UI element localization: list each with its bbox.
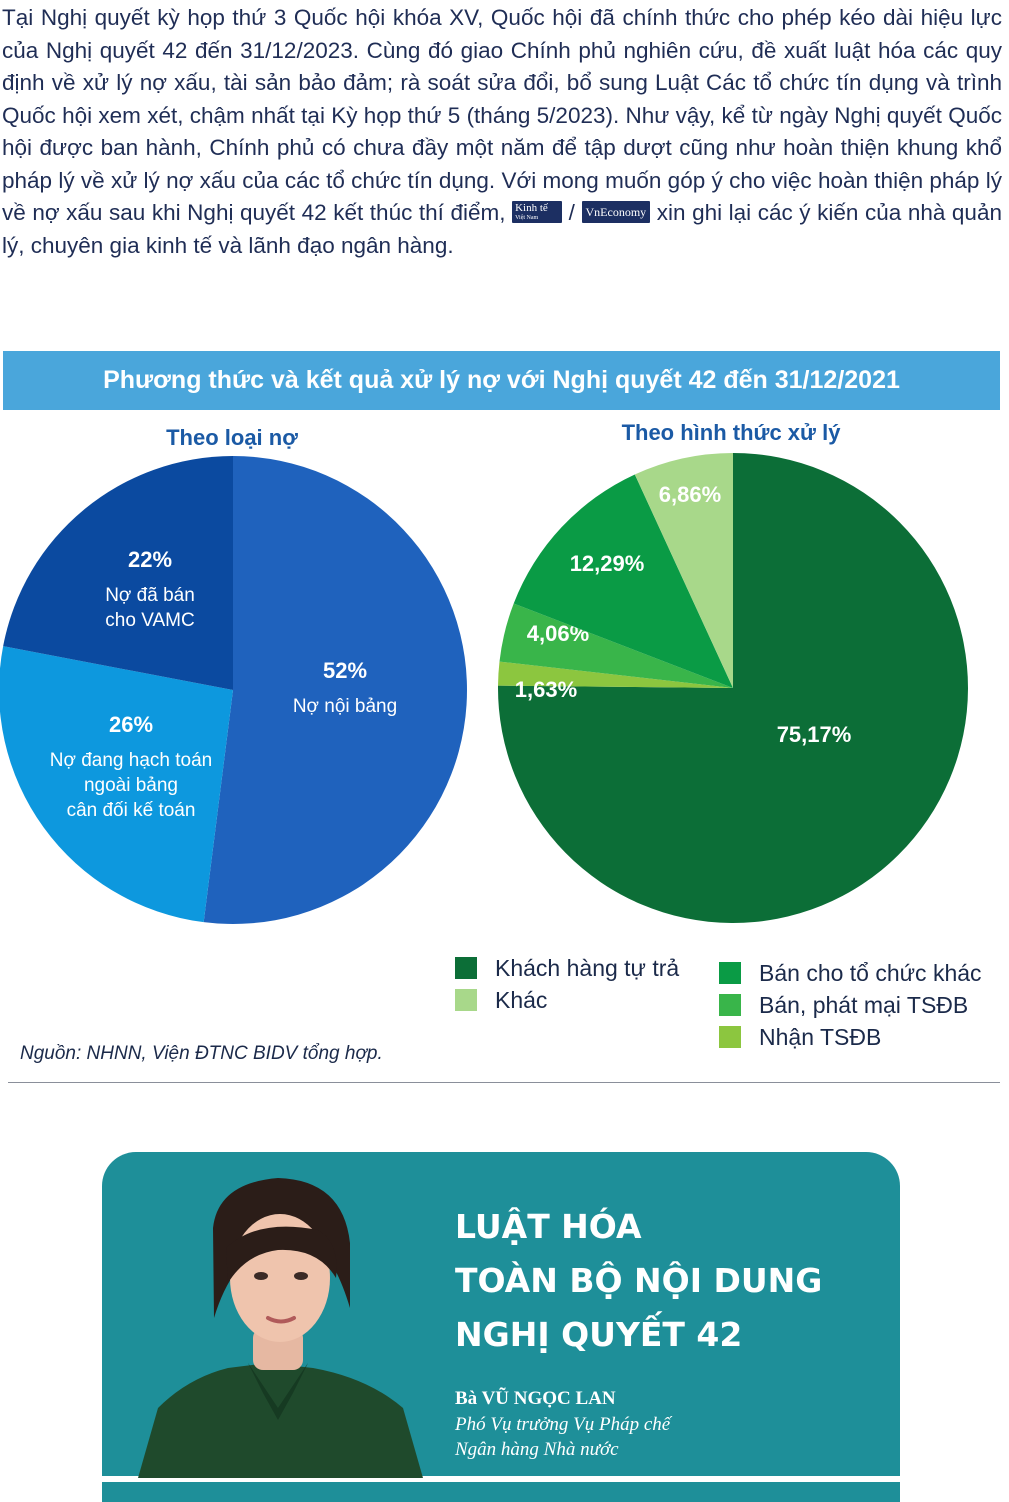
legend-label: Nhận TSĐB — [759, 1024, 882, 1050]
pie1-slice-percent: 52% — [323, 658, 367, 683]
kinh-te-logo-subtext: Việt Nam — [515, 215, 539, 222]
quote-headline: LUẬT HÓA TOÀN BỘ NỘI DUNG NGHỊ QUYẾT 42 — [455, 1200, 822, 1362]
pie1-slice-label: cho VAMC — [105, 610, 194, 631]
role-line: Phó Vụ trưởng Vụ Pháp chế — [455, 1414, 671, 1435]
portrait-image — [138, 1178, 423, 1478]
pie1-slice-percent: 26% — [109, 712, 153, 737]
pie-chart-handling-method: 75,17%1,63%4,06%12,29%6,86% — [498, 453, 968, 923]
pie2-slice-percent: 6,86% — [659, 482, 721, 507]
legend-label: Khách hàng tự trả — [495, 955, 680, 981]
pie2-slice-percent: 12,29% — [570, 551, 645, 576]
legend-item: Nhận TSĐB — [719, 1021, 982, 1053]
pie1-slice-label: Nợ nội bảng — [293, 696, 397, 717]
pie2-slice — [634, 453, 733, 688]
legend-column-2: Bán cho tổ chức khác Bán, phát mại TSĐB … — [719, 957, 982, 1053]
quote-card-gap — [102, 1476, 900, 1482]
pie1-slice-label: Nợ đã bán — [105, 585, 195, 606]
pie2-title: Theo hình thức xử lý — [621, 420, 841, 445]
legend-item: Bán cho tổ chức khác — [719, 957, 982, 989]
legend-item: Bán, phát mại TSĐB — [719, 989, 982, 1021]
pie2-slice-percent: 75,17% — [777, 722, 852, 747]
vneconomy-logo: VnEconomy — [581, 201, 651, 224]
pie2-slice-percent: 1,63% — [515, 677, 577, 702]
headline-line: NGHỊ QUYẾT 42 — [455, 1315, 743, 1354]
pie1-title: Theo loại nợ — [166, 425, 298, 450]
pie1-slice-label: ngoài bảng — [84, 775, 178, 796]
pie1-slice-percent: 22% — [128, 547, 172, 572]
intro-paragraph: Tại Nghị quyết kỳ họp thứ 3 Quốc hội khó… — [2, 2, 1002, 262]
legend-swatch — [455, 989, 477, 1011]
legend-label: Bán, phát mại TSĐB — [759, 992, 969, 1018]
pie2-slice — [498, 661, 733, 688]
kinh-te-logo: Kinh tế Việt Nam — [512, 201, 563, 224]
headline-line: LUẬT HÓA — [455, 1207, 642, 1246]
legend-swatch — [719, 962, 741, 984]
person-role: Phó Vụ trưởng Vụ Pháp chế Ngân hàng Nhà … — [455, 1412, 670, 1462]
pie1-slice — [3, 456, 233, 690]
legend-label: Bán cho tổ chức khác — [759, 960, 982, 986]
legend-column-1: Khách hàng tự trả Khác — [455, 952, 679, 1016]
pie1-slice — [0, 646, 233, 923]
kinh-te-logo-text: Kinh tế — [515, 202, 548, 215]
pie1-slice-label: cân đối kế toán — [67, 800, 196, 821]
pie1-slice-label: Nợ đang hạch toán — [50, 750, 212, 771]
intro-text-before: Tại Nghị quyết kỳ họp thứ 3 Quốc hội khó… — [2, 5, 1002, 225]
headline-line: TOÀN BỘ NỘI DUNG — [455, 1261, 823, 1300]
intro-text-after: xin ghi lại các ý kiến của nhà quản lý, … — [2, 200, 1002, 258]
pie-chart-loan-type: 52% Nợ nội bảng 26% Nợ đang hạch toán ngoài … — [0, 456, 467, 924]
pie2-slice — [513, 474, 733, 688]
source-note: Nguồn: NHNN, Viện ĐTNC BIDV tổng hợp. — [20, 1043, 383, 1064]
person-name: Bà VŨ NGỌC LAN — [455, 1388, 616, 1409]
quote-card-base — [102, 1482, 900, 1502]
legend-item: Khách hàng tự trả — [455, 952, 679, 984]
legend-item: Khác — [455, 984, 679, 1016]
divider — [8, 1082, 1000, 1083]
legend-label: Khác — [495, 987, 548, 1013]
pie2-slice — [499, 603, 733, 688]
legend-swatch — [719, 994, 741, 1016]
role-line: Ngân hàng Nhà nước — [455, 1439, 619, 1460]
pie1-slice — [203, 456, 467, 924]
legend-swatch — [719, 1026, 741, 1048]
legend-swatch — [455, 957, 477, 979]
chart-title-banner: Phương thức và kết quả xử lý nợ với Nghị… — [3, 351, 1000, 410]
logo-separator: / — [568, 200, 575, 225]
